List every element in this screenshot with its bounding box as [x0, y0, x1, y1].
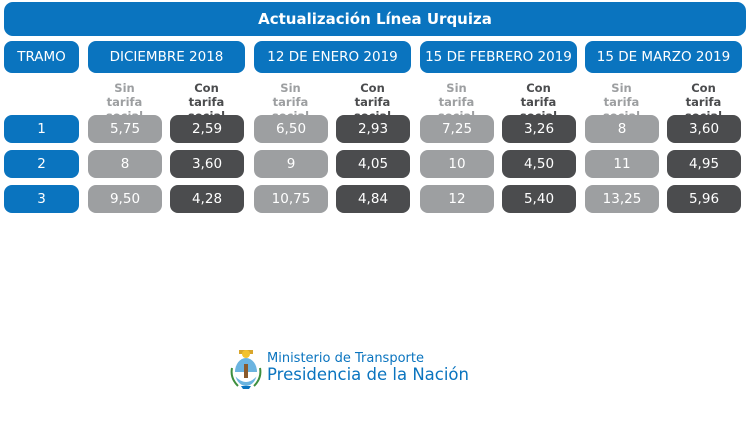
fare-con-tarifa-social: 5,96	[667, 185, 741, 213]
subheader-line1: Sin	[446, 81, 467, 95]
fare-con-tarifa-social: 2,93	[336, 115, 410, 143]
fare-con-tarifa-social: 5,40	[502, 185, 576, 213]
fare-con-tarifa-social: 4,50	[502, 150, 576, 178]
subheader-line1: Sin	[114, 81, 135, 95]
argentina-coat-of-arms-icon	[230, 350, 262, 389]
fare-sin-tarifa-social: 11	[585, 150, 659, 178]
presidencia-text: Presidencia de la Nación	[267, 365, 469, 384]
fare-sin-tarifa-social: 7,25	[420, 115, 494, 143]
fare-sin-tarifa-social: 9	[254, 150, 328, 178]
ministerio-text: Ministerio de Transporte	[267, 351, 424, 366]
fare-con-tarifa-social: 3,26	[502, 115, 576, 143]
period-header: 15 DE FEBRERO 2019	[420, 41, 577, 73]
period-header: DICIEMBRE 2018	[88, 41, 245, 73]
fare-sin-tarifa-social: 6,50	[254, 115, 328, 143]
tramo-cell: 1	[4, 115, 79, 143]
fare-sin-tarifa-social: 8	[585, 115, 659, 143]
fare-sin-tarifa-social: 5,75	[88, 115, 162, 143]
fare-sin-tarifa-social: 8	[88, 150, 162, 178]
subheader-line1: Sin	[611, 81, 632, 95]
fare-sin-tarifa-social: 12	[420, 185, 494, 213]
subheader-line1: Con	[526, 81, 551, 95]
fare-con-tarifa-social: 3,60	[667, 115, 741, 143]
fare-con-tarifa-social: 4,84	[336, 185, 410, 213]
fare-con-tarifa-social: 4,95	[667, 150, 741, 178]
subheader-line1: Con	[194, 81, 219, 95]
subheader-line1: Con	[691, 81, 716, 95]
tramo-cell: 3	[4, 185, 79, 213]
fare-sin-tarifa-social: 10,75	[254, 185, 328, 213]
page-title: Actualización Línea Urquiza	[4, 2, 746, 36]
subheader-line1: Con	[360, 81, 385, 95]
fare-con-tarifa-social: 3,60	[170, 150, 244, 178]
fare-sin-tarifa-social: 10	[420, 150, 494, 178]
tramo-cell: 2	[4, 150, 79, 178]
fare-con-tarifa-social: 4,28	[170, 185, 244, 213]
fare-sin-tarifa-social: 13,25	[585, 185, 659, 213]
tramo-header: TRAMO	[4, 41, 79, 73]
period-header: 15 DE MARZO 2019	[585, 41, 742, 73]
fare-con-tarifa-social: 4,05	[336, 150, 410, 178]
subheader-line1: Sin	[280, 81, 301, 95]
fare-con-tarifa-social: 2,59	[170, 115, 244, 143]
period-header: 12 DE ENERO 2019	[254, 41, 411, 73]
fare-sin-tarifa-social: 9,50	[88, 185, 162, 213]
